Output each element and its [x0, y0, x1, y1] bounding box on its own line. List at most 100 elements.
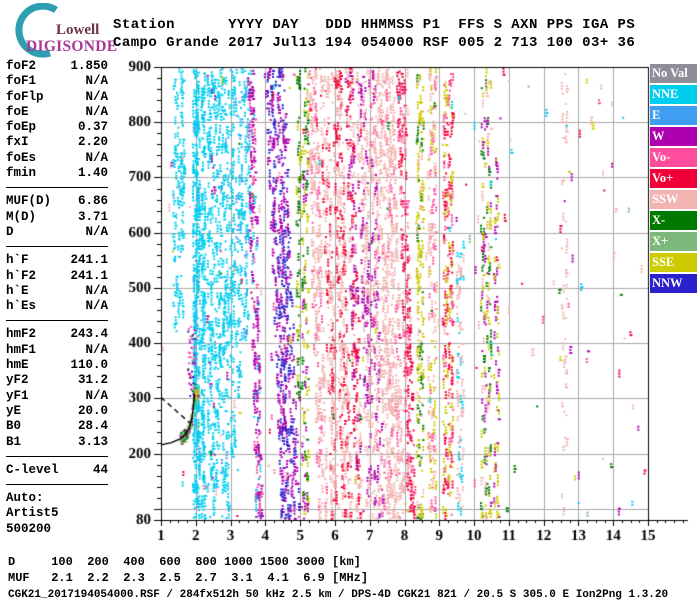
- parameter-row: fmin 1.40: [6, 166, 108, 181]
- parameter-label: Artist5: [6, 506, 59, 521]
- legend-item: No Val: [650, 64, 697, 83]
- parameter-label: foFlp: [6, 89, 44, 104]
- parameter-label: yE: [6, 403, 22, 418]
- parameter-label: fxI: [6, 135, 29, 150]
- parameter-row: MUF(D) 6.86: [6, 194, 108, 209]
- parameter-separator: [6, 246, 108, 248]
- parameter-row: yE 20.0: [6, 404, 108, 419]
- parameter-row: B1 3.13: [6, 435, 108, 450]
- footer-block: D 100 200 400 600 800 1000 1500 3000 [km…: [8, 555, 668, 600]
- parameter-row: foFlp N/A: [6, 90, 108, 105]
- parameter-value: N/A: [85, 224, 108, 239]
- parameter-row: yF1 N/A: [6, 389, 108, 404]
- parameter-row: Artist5: [6, 506, 108, 521]
- parameter-value: 31.2: [77, 373, 108, 388]
- parameter-value: 241.1: [70, 268, 108, 283]
- crescent-icon: [15, 3, 58, 58]
- parameter-row: hmF1 N/A: [6, 343, 108, 358]
- legend-item: SSE: [650, 253, 697, 272]
- distance-row: D 100 200 400 600 800 1000 1500 3000 [km…: [8, 555, 361, 569]
- parameter-value: N/A: [85, 104, 108, 119]
- parameter-value: 1.40: [77, 166, 108, 181]
- parameter-row: foE N/A: [6, 105, 108, 120]
- echo-direction-legend: No Val NNE E W Vo- Vo+ SSW X- X+ SSE NNW: [650, 64, 697, 295]
- legend-item: W: [650, 127, 697, 146]
- legend-item: NNW: [650, 274, 697, 293]
- ionogram-plot: [114, 56, 694, 550]
- legend-item: Vo+: [650, 169, 697, 188]
- legend-item: SSW: [650, 190, 697, 209]
- parameter-row: hmE 110.0: [6, 358, 108, 373]
- parameter-value: 3.13: [77, 434, 108, 449]
- parameter-panel: foF2 1.850 foF1 N/A foFlp N/A foE N/A foEp 0.37 fx…: [6, 59, 108, 537]
- parameter-label: D: [6, 224, 14, 239]
- parameter-label: B1: [6, 434, 22, 449]
- parameter-value: N/A: [85, 150, 108, 165]
- logo-lowell-text: Lowell: [56, 22, 100, 38]
- parameter-row: h`Es N/A: [6, 299, 108, 314]
- parameter-label: B0: [6, 419, 22, 434]
- parameter-value: N/A: [85, 74, 108, 89]
- parameter-row: yF2 31.2: [6, 373, 108, 388]
- parameter-row: foF1 N/A: [6, 74, 108, 89]
- muf-row: MUF 2.1 2.2 2.3 2.5 2.7 3.1 4.1 6.9 [MHz…: [8, 570, 369, 585]
- parameter-value: 110.0: [70, 358, 108, 373]
- parameter-value: 3.71: [77, 209, 108, 224]
- parameter-value: 243.4: [70, 327, 108, 342]
- legend-item: E: [650, 106, 697, 125]
- parameter-label: h`F: [6, 253, 29, 268]
- parameter-label: M(D): [6, 209, 37, 224]
- legend-item: X-: [650, 211, 697, 230]
- parameter-value: N/A: [85, 299, 108, 314]
- parameter-value: 6.86: [77, 194, 108, 209]
- legend-item: Vo-: [650, 148, 697, 167]
- header-values-row: Campo Grande 2017 Jul13 194 054000 RSF 0…: [113, 35, 636, 51]
- parameter-row: 500200: [6, 522, 108, 537]
- parameter-row: C-level 44: [6, 463, 108, 478]
- parameter-label: h`E: [6, 283, 29, 298]
- parameter-value: 20.0: [77, 403, 108, 418]
- parameter-row: B0 28.4: [6, 419, 108, 434]
- parameter-label: foEs: [6, 150, 37, 165]
- parameter-separator: [6, 484, 108, 486]
- parameter-row: foF2 1.850: [6, 59, 108, 74]
- parameter-row: h`F2 241.1: [6, 269, 108, 284]
- parameter-value: N/A: [85, 283, 108, 298]
- parameter-separator: [6, 187, 108, 189]
- parameter-value: 2.20: [77, 135, 108, 150]
- parameter-label: foF1: [6, 74, 37, 89]
- parameter-separator: [6, 320, 108, 322]
- parameter-label: C-level: [6, 462, 59, 477]
- parameter-label: fmin: [6, 166, 37, 181]
- parameter-value: N/A: [85, 388, 108, 403]
- parameter-label: hmF2: [6, 327, 37, 342]
- parameter-separator: [6, 455, 108, 457]
- header-columns-row: Station YYYY DAY DDD HHMMSS P1 FFS S AXN…: [113, 17, 636, 33]
- parameter-value: 1.850: [70, 59, 108, 73]
- parameter-row: h`F 241.1: [6, 253, 108, 268]
- parameter-value: 44: [92, 462, 108, 477]
- parameter-row: foEp 0.37: [6, 120, 108, 135]
- parameter-label: yF2: [6, 373, 29, 388]
- parameter-label: foE: [6, 104, 29, 119]
- parameter-value: 28.4: [77, 419, 108, 434]
- parameter-label: MUF(D): [6, 194, 52, 209]
- parameter-row: hmF2 243.4: [6, 327, 108, 342]
- parameter-value: N/A: [85, 342, 108, 357]
- parameter-row: M(D) 3.71: [6, 210, 108, 225]
- parameter-label: yF1: [6, 388, 29, 403]
- parameter-label: 500200: [6, 521, 52, 536]
- parameter-row: D N/A: [6, 225, 108, 240]
- logo-digisonde-text: DIGISONDE: [26, 38, 118, 55]
- parameter-label: hmF1: [6, 342, 37, 357]
- parameter-row: foEs N/A: [6, 151, 108, 166]
- parameter-value: N/A: [85, 89, 108, 104]
- parameter-value: 0.37: [77, 120, 108, 135]
- parameter-label: foF2: [6, 59, 37, 73]
- parameter-value: 241.1: [70, 253, 108, 268]
- parameter-label: foEp: [6, 120, 37, 135]
- parameter-row: Auto:: [6, 491, 108, 506]
- parameter-row: h`E N/A: [6, 284, 108, 299]
- parameter-label: Auto:: [6, 491, 44, 506]
